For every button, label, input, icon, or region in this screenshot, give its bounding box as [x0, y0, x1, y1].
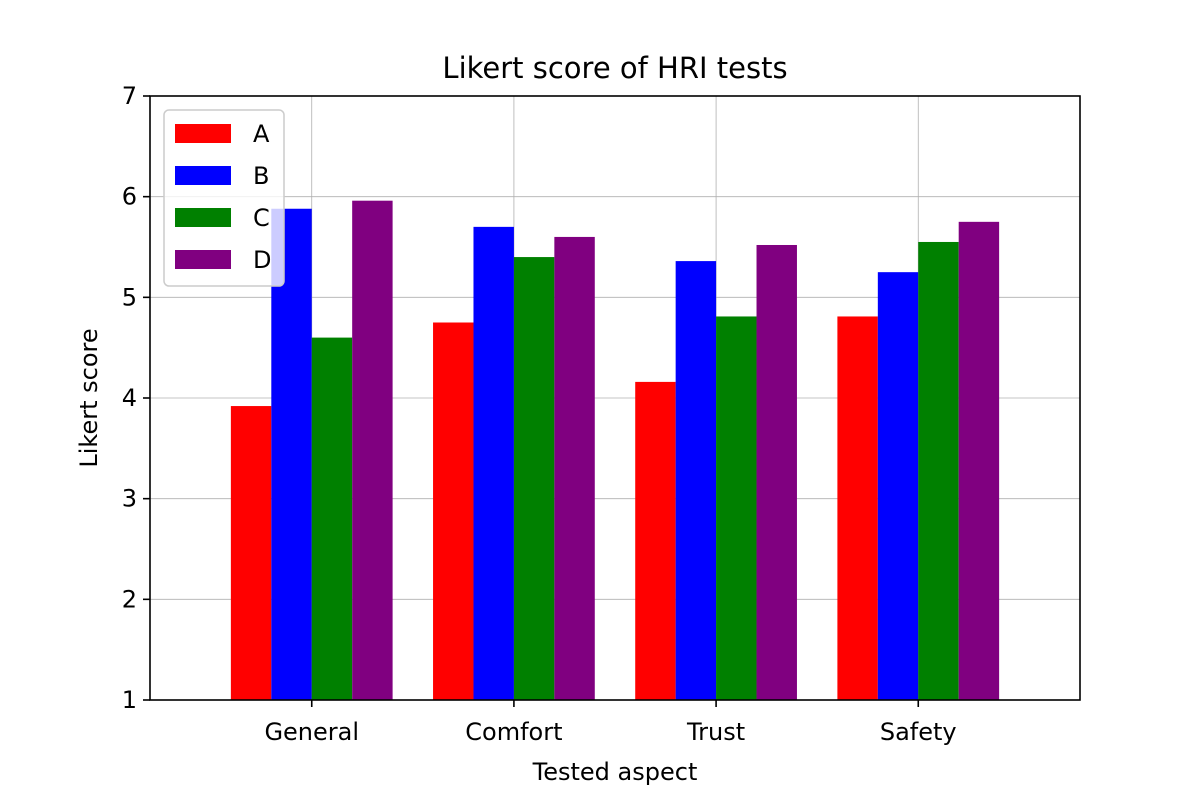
bar-B-comfort — [473, 226, 514, 700]
x-axis-label: Tested aspect — [532, 758, 698, 786]
bar-A-comfort — [433, 322, 474, 700]
bar-C-safety — [918, 241, 959, 700]
bar-A-safety — [837, 316, 878, 700]
bars — [230, 200, 1000, 701]
x-axis-ticks: General Comfort Trust Safety — [264, 700, 957, 746]
legend-swatch — [175, 208, 231, 227]
y-tick-label: 7 — [122, 82, 137, 110]
bar-B-trust — [675, 261, 717, 700]
y-tick-label: 1 — [122, 686, 137, 714]
legend-swatch — [175, 166, 231, 185]
legend-label: C — [253, 204, 270, 232]
legend-label: A — [253, 120, 270, 148]
legend-label: B — [253, 162, 269, 190]
bar-B-general — [271, 208, 312, 700]
y-axis-ticks: 1 2 3 4 5 6 7 — [122, 82, 150, 714]
chart-title: Likert score of HRI tests — [442, 51, 787, 85]
x-tick-label: Trust — [686, 718, 745, 746]
y-tick-label: 5 — [122, 283, 137, 311]
bar-A-general — [230, 406, 272, 700]
y-tick-label: 3 — [122, 485, 137, 513]
x-tick-label: General — [264, 718, 359, 746]
bar-C-general — [311, 337, 353, 700]
x-tick-label: Safety — [880, 718, 957, 746]
y-axis-label: Likert score — [75, 328, 103, 467]
bar-D-comfort — [554, 236, 595, 700]
y-tick-label: 2 — [122, 585, 137, 613]
legend-swatch — [175, 124, 231, 143]
y-tick-label: 6 — [122, 183, 137, 211]
bar-D-trust — [756, 244, 797, 700]
legend-swatch — [175, 250, 231, 269]
bar-C-comfort — [513, 257, 555, 700]
y-tick-label: 4 — [122, 384, 137, 412]
legend-label: D — [253, 246, 271, 274]
legend-frame — [163, 109, 285, 287]
bar-D-general — [352, 200, 393, 700]
x-tick-label: Comfort — [465, 718, 562, 746]
bar-B-safety — [877, 272, 919, 700]
bar-C-trust — [716, 316, 757, 700]
bar-D-safety — [958, 221, 1000, 701]
bar-A-trust — [635, 381, 676, 700]
